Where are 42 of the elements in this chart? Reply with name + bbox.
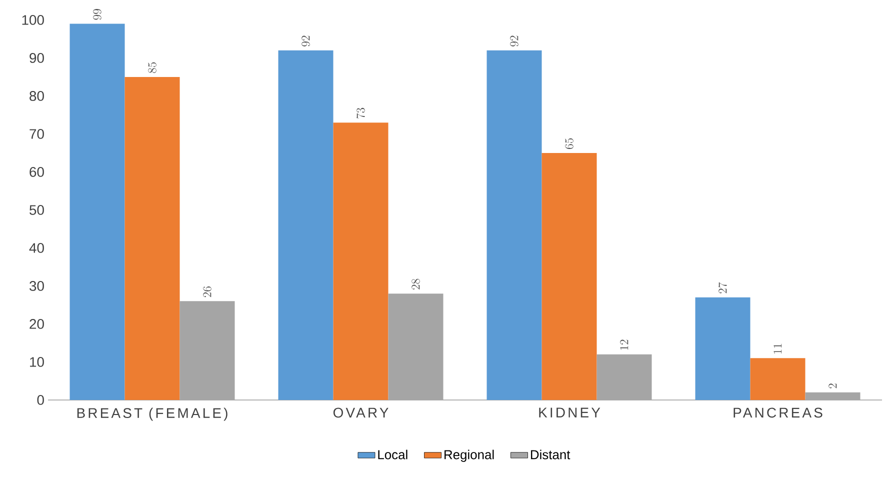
data-label: 92 — [510, 36, 518, 46]
data-label: 73 — [356, 108, 365, 118]
y-tick-label: 70 — [30, 129, 44, 139]
data-label: 27 — [718, 282, 727, 294]
data-label: 12 — [620, 340, 628, 350]
bar — [180, 301, 235, 400]
y-tick-label: 10 — [30, 357, 44, 367]
bar — [333, 122, 388, 400]
legend-label: Distant — [531, 450, 570, 460]
data-label: 2 — [828, 384, 837, 388]
data-label: 26 — [203, 286, 212, 298]
y-tick-label: 0 — [37, 395, 44, 405]
bar — [542, 152, 597, 400]
data-label: 28 — [412, 278, 420, 290]
y-tick-label: 30 — [30, 281, 44, 291]
bar — [596, 354, 652, 400]
legend-label: Regional — [444, 450, 494, 462]
bar — [750, 358, 806, 400]
x-tick-label: BREAST (FEMALE) — [77, 408, 228, 421]
data-label: 11 — [774, 344, 782, 354]
y-tick-label: 20 — [30, 319, 44, 329]
x-tick-label: KIDNEY — [539, 408, 600, 418]
y-tick-label: 100 — [22, 15, 44, 25]
data-label: 99 — [93, 9, 102, 20]
data-label: 85 — [148, 62, 156, 73]
bar — [124, 76, 180, 400]
data-label: 92 — [302, 36, 310, 46]
bar — [486, 50, 542, 400]
bar — [278, 50, 334, 400]
y-tick-label: 60 — [30, 167, 44, 177]
y-tick-label: 80 — [30, 91, 44, 101]
bar — [805, 392, 860, 400]
x-tick-label: OVARY — [333, 408, 388, 418]
y-tick-label: 50 — [30, 205, 44, 215]
bar — [695, 297, 750, 400]
y-tick-label: 40 — [29, 243, 44, 253]
data-label: 65 — [565, 138, 574, 149]
bar — [70, 24, 125, 400]
y-tick-label: 90 — [30, 53, 44, 63]
bar — [388, 294, 444, 400]
x-tick-label: PANCREAS — [734, 408, 822, 418]
legend-label: Local — [378, 450, 408, 460]
